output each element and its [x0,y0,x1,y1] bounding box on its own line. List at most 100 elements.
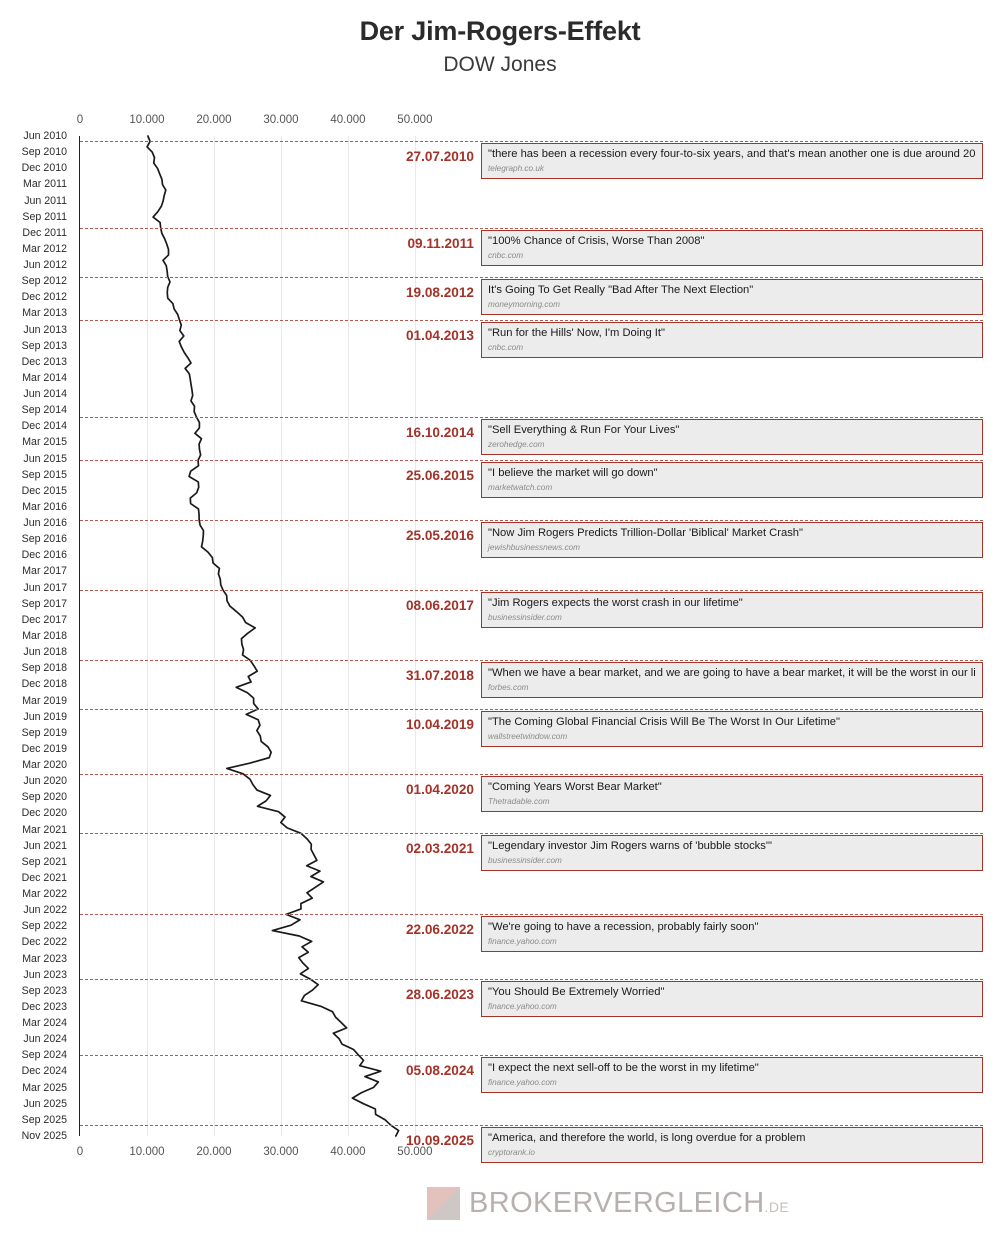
annotation-box[interactable]: "You Should Be Extremely Worried" finance… [481,981,983,1018]
y-axis-date-label: Sep 2022 [21,920,67,933]
annotation-box[interactable]: "Jim Rogers expects the worst crash in o… [481,592,983,629]
annotation-quote: "I expect the next sell-off to be the wo… [488,1061,759,1074]
annotation-box[interactable]: "America, and therefore the world, is lo… [481,1127,983,1164]
annotation-date: 01.04.2020 [405,781,474,797]
annotation-box[interactable]: "When we have a bear market, and we are … [481,662,983,699]
y-axis-date-label: Mar 2015 [22,436,67,449]
annotation-quote: "there has been a recession every four-t… [488,148,976,161]
annotation-item[interactable]: 22.06.2022 "We're going to have a recessi… [398,916,983,958]
y-axis-date-label: Nov 2025 [21,1130,67,1142]
y-axis-date-label: Jun 2010 [23,130,67,142]
y-axis-date-label: Dec 2022 [21,936,67,949]
annotation-item[interactable]: 05.08.2024 "I expect the next sell-off to… [398,1056,983,1099]
x-axis-tick-label: 50.000 [397,1146,433,1158]
annotation-quote: "You Should Be Extremely Worried" [488,986,665,999]
annotation-item[interactable]: 09.11.2011 "100% Chance of Crisis, Worse … [398,229,983,272]
y-axis-date-label: Jun 2018 [23,646,67,659]
annotation-source: businessinsider.com [488,613,562,623]
annotation-item[interactable]: 28.06.2023 "You Should Be Extremely Worri… [398,981,983,1023]
y-axis-date-label: Dec 2010 [21,162,67,175]
brokervergleich-logo: BROKERVERGLEICH.DE [427,1186,789,1220]
logo-text: BROKERVERGLEICH [469,1187,765,1219]
y-axis-date-label: Mar 2016 [22,500,67,513]
y-axis-date-label: Mar 2017 [22,565,67,578]
annotation-source: marketwatch.com [488,483,553,493]
annotation-source: businessinsider.com [488,856,562,866]
y-axis-date-label: Jun 2014 [23,388,67,401]
annotation-box[interactable]: "Legendary investor Jim Rogers warns of … [481,835,983,872]
page-title: Der Jim-Rogers-Effekt [359,16,641,46]
x-axis-tick-label: 30.000 [263,1146,299,1158]
annotation-date: 05.08.2024 [405,1062,474,1078]
annotation-source: finance.yahoo.com [488,1077,557,1087]
annotation-box[interactable]: "Sell Everything & Run For Your Lives" ze… [481,419,983,456]
annotation-quote: "Legendary investor Jim Rogers warns of … [488,840,772,853]
y-axis-date-label: Jun 2015 [23,452,67,465]
annotation-date: 19.08.2012 [405,284,474,300]
annotation-item[interactable]: 10.09.2025 "America, and therefore the wo… [398,1127,983,1169]
annotation-box[interactable]: "The Coming Global Financial Crisis Will… [481,710,983,747]
y-axis-spine [79,136,81,1136]
annotation-item[interactable]: 01.04.2013 "Run for the Hills' Now, I'm D… [398,321,983,364]
annotation-box[interactable]: "Run for the Hills' Now, I'm Doing It" cn… [481,321,983,358]
y-axis-date-label: Dec 2019 [21,742,67,755]
annotation-source: cryptorank.io [488,1148,535,1158]
annotation-item[interactable]: 08.06.2017 "Jim Rogers expects the worst … [398,592,983,634]
annotation-box[interactable]: "We're going to have a recession, probab… [481,916,983,953]
y-axis-date-label: Dec 2011 [22,226,67,239]
annotation-date: 02.03.2021 [405,841,474,857]
annotation-box[interactable]: "100% Chance of Crisis, Worse Than 2008"… [481,229,983,266]
annotation-source: wallstreetwindow.com [488,731,568,741]
annotation-item[interactable]: 25.06.2015 "I believe the market will go … [398,462,983,504]
annotation-date: 28.06.2023 [405,987,474,1003]
annotation-item[interactable]: 02.03.2021 "Legendary investor Jim Rogers… [398,835,983,877]
annotation-box[interactable]: "there has been a recession every four-t… [481,143,983,180]
y-axis-date-label: Mar 2025 [22,1081,67,1094]
annotation-item[interactable]: 10.04.2019 "The Coming Global Financial C… [398,710,983,753]
logo-wordmark: BROKERVERGLEICH.DE [469,1188,789,1218]
annotation-item[interactable]: 19.08.2012 It's Going To Get Really "Bad … [398,278,983,321]
y-axis-date-label: Sep 2016 [21,533,67,546]
annotation-item[interactable]: 27.07.2010 "there has been a recession ev… [398,143,983,185]
annotation-quote: "I believe the market will go down" [488,467,658,480]
page-subtitle: DOW Jones [443,53,557,76]
y-axis-date-label: Sep 2011 [22,210,67,223]
y-axis-date-label: Sep 2025 [21,1113,67,1126]
annotation-box[interactable]: "Now Jim Rogers Predicts Trillion-Dollar… [481,521,983,558]
y-axis-date-label: Sep 2020 [21,791,67,804]
y-axis-date-label: Mar 2023 [22,952,67,965]
annotation-quote: "Now Jim Rogers Predicts Trillion-Dollar… [488,526,803,539]
y-axis-date-label: Mar 2012 [22,242,67,255]
annotation-box[interactable]: "I expect the next sell-off to be the wo… [481,1056,983,1093]
annotation-item[interactable]: 25.05.2016 "Now Jim Rogers Predicts Trill… [398,521,983,564]
annotation-item[interactable]: 01.04.2020 "Coming Years Worst Bear Marke… [398,775,983,818]
x-axis-tick-label: 0 [76,1146,84,1158]
annotation-source: cnbc.com [488,250,524,260]
x-axis-ticks-bottom: 0 10.000 20.000 30.000 40.000 50.000 [76,1146,500,1160]
y-axis-date-label: Jun 2024 [23,1033,67,1046]
y-axis-date-label: Jun 2012 [23,259,67,272]
logo-mark-icon [427,1186,460,1220]
y-axis-date-label: Dec 2013 [21,355,67,368]
y-axis-date-label: Dec 2012 [21,291,67,304]
y-axis-date-label: Sep 2014 [21,404,67,417]
annotation-item[interactable]: 31.07.2018 "When we have a bear market, a… [398,662,983,704]
y-axis-date-label: Dec 2021 [21,871,67,884]
y-axis-date-label: Mar 2020 [22,759,67,772]
y-axis-date-label: Dec 2023 [21,1000,67,1013]
annotation-box[interactable]: "Coming Years Worst Bear Market" Thetrada… [481,775,983,812]
annotation-quote: "Run for the Hills' Now, I'm Doing It" [488,326,665,339]
annotation-date: 31.07.2018 [405,668,474,684]
y-axis-date-label: Jun 2021 [23,839,67,852]
y-axis-date-label: Mar 2011 [23,178,67,191]
y-axis-date-label: Jun 2017 [23,581,67,594]
annotation-box[interactable]: "I believe the market will go down" marke… [481,462,983,499]
y-axis-date-label: Mar 2019 [22,694,67,707]
annotation-box[interactable]: It's Going To Get Really "Bad After The … [481,278,983,315]
annotation-item[interactable]: 16.10.2014 "Sell Everything & Run For You… [398,419,983,461]
y-axis-date-label: Sep 2019 [21,726,67,739]
y-axis-date-label: Sep 2010 [21,146,67,159]
logo-tld: .DE [764,1199,790,1215]
x-axis-tick-label: 50.000 [397,114,433,126]
y-axis-date-label: Sep 2017 [21,597,67,610]
